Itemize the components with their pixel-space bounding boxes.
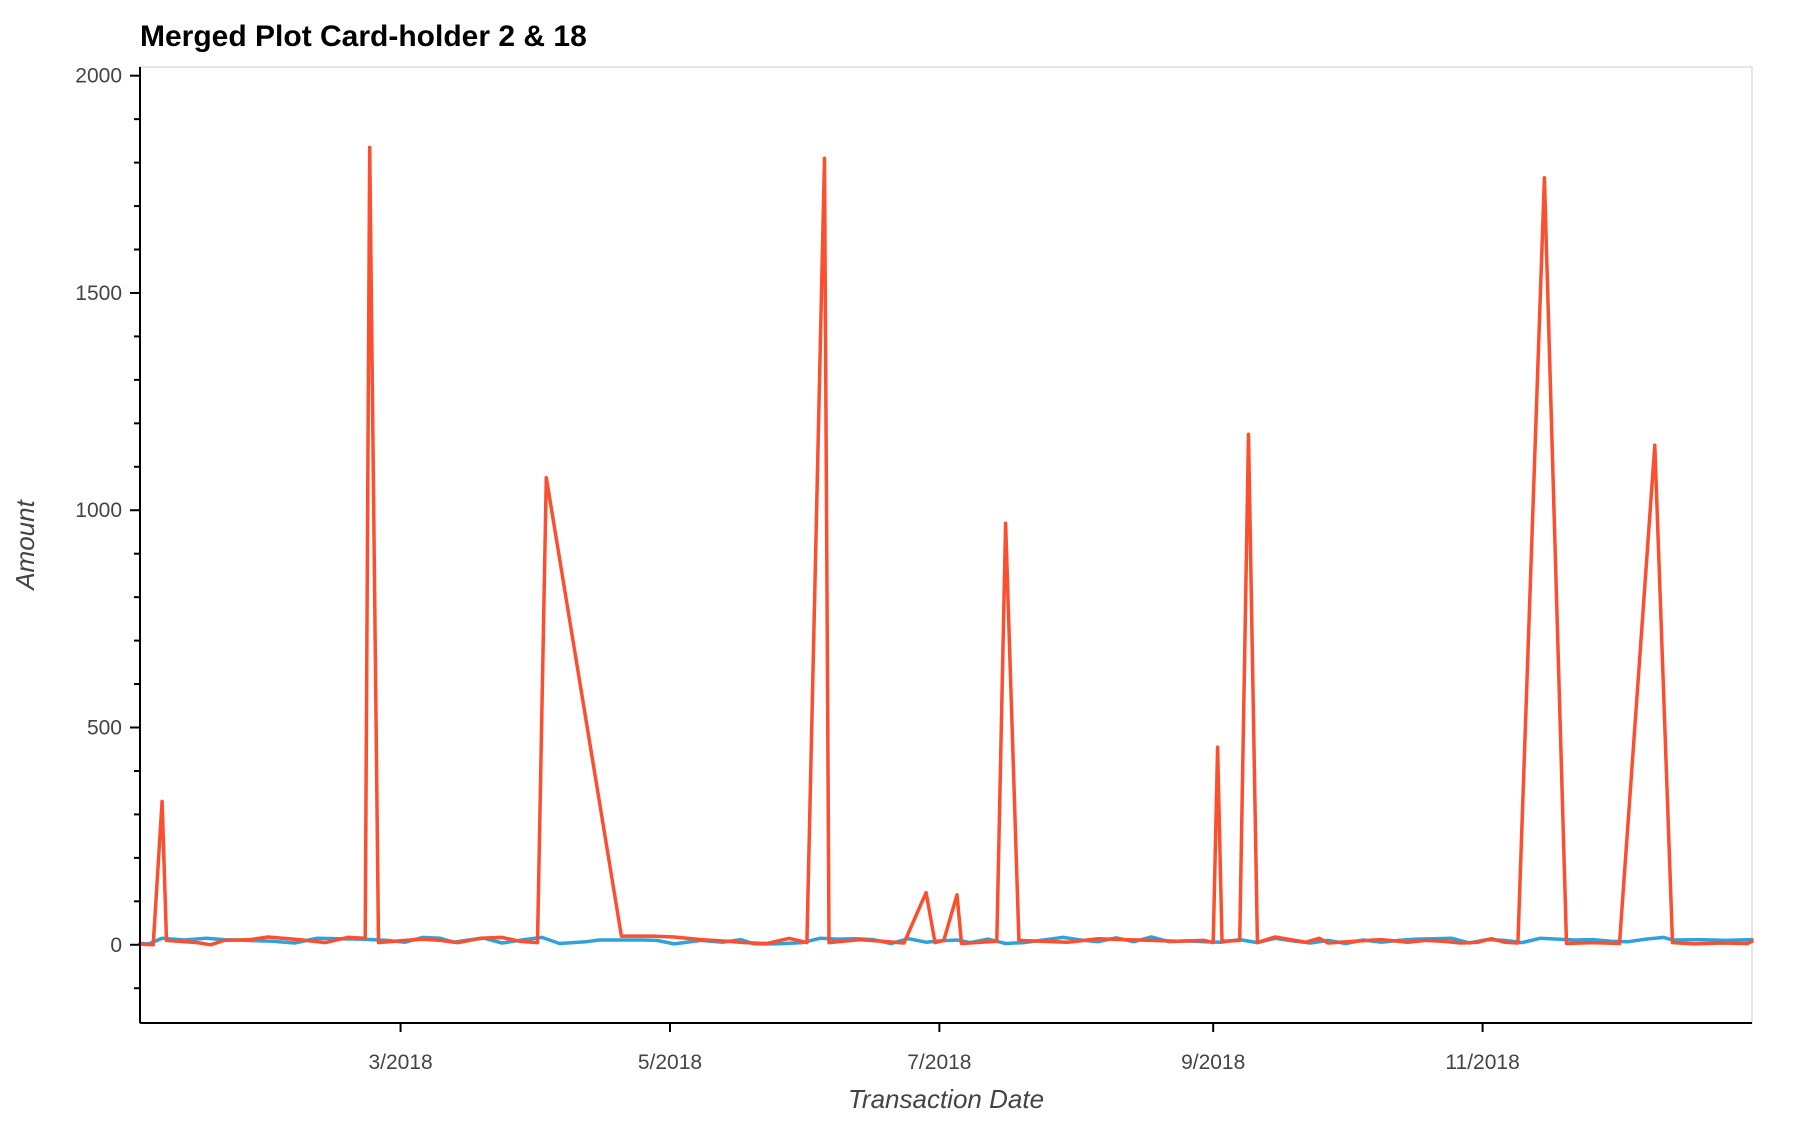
y-tick-label: 1500 bbox=[75, 282, 122, 305]
y-tick-label: 500 bbox=[87, 717, 122, 740]
series-line-2 bbox=[138, 145, 1754, 947]
y-tick-label: 1000 bbox=[75, 499, 122, 522]
y-axis-label: Amount bbox=[10, 498, 40, 591]
plot-frame bbox=[139, 66, 1753, 1024]
x-axis: 3/2018 5/2018 7/2018 9/2018 11/2018 bbox=[368, 1023, 1520, 1074]
x-tick-label: 5/2018 bbox=[638, 1051, 702, 1074]
x-axis-label: Transaction Date bbox=[848, 1084, 1044, 1114]
x-tick-label: 7/2018 bbox=[907, 1051, 971, 1074]
y-axis: 0 500 1000 1500 2000 bbox=[75, 65, 140, 990]
series-layer bbox=[138, 145, 1754, 947]
y-tick-label: 0 bbox=[110, 934, 122, 957]
x-tick-label: 11/2018 bbox=[1445, 1051, 1519, 1074]
chart-title: Merged Plot Card-holder 2 & 18 bbox=[140, 20, 587, 53]
x-tick-label: 3/2018 bbox=[368, 1051, 432, 1074]
y-tick-label: 2000 bbox=[75, 65, 122, 88]
x-tick-label: 9/2018 bbox=[1181, 1051, 1245, 1074]
